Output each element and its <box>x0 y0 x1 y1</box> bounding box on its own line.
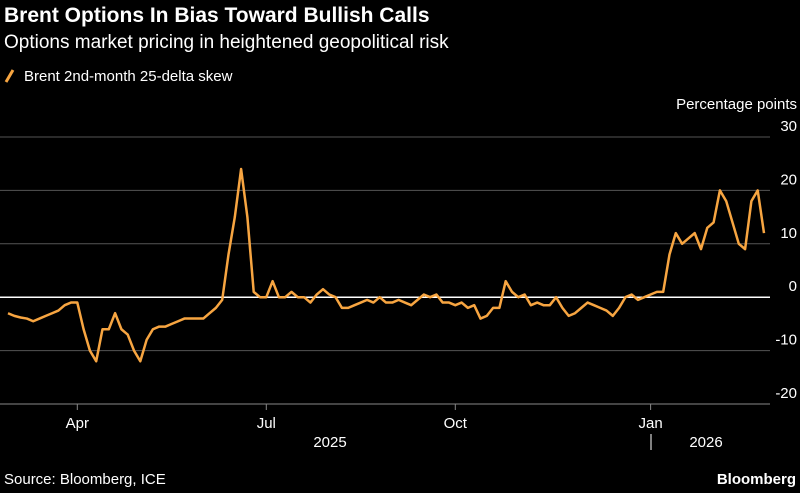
x-tick-label: Apr <box>66 415 89 432</box>
brand: Bloomberg <box>717 471 796 488</box>
series-line <box>7 167 766 363</box>
source: Source: Bloomberg, ICE <box>4 471 166 488</box>
x-tick-label: Jul <box>257 415 276 432</box>
y-tick-label: -10 <box>775 332 797 349</box>
y-tick-label: -20 <box>775 385 797 402</box>
y-tick-label: 10 <box>780 225 797 242</box>
x-tick-label: Oct <box>444 415 468 432</box>
legend-label: Brent 2nd-month 25-delta skew <box>24 68 233 85</box>
x-tick-label: Jan <box>639 415 663 432</box>
y-tick-label: 30 <box>780 118 797 135</box>
y-tick-label: 20 <box>780 171 797 188</box>
y-axis-label: Percentage points <box>676 96 797 113</box>
year-label: 2026 <box>689 434 722 451</box>
chart-title: Brent Options In Bias Toward Bullish Cal… <box>4 4 430 27</box>
y-tick-label: 0 <box>789 278 797 295</box>
year-label: 2025 <box>313 434 346 451</box>
chart-subtitle: Options market pricing in heightened geo… <box>4 32 449 53</box>
legend-swatch <box>4 69 15 83</box>
